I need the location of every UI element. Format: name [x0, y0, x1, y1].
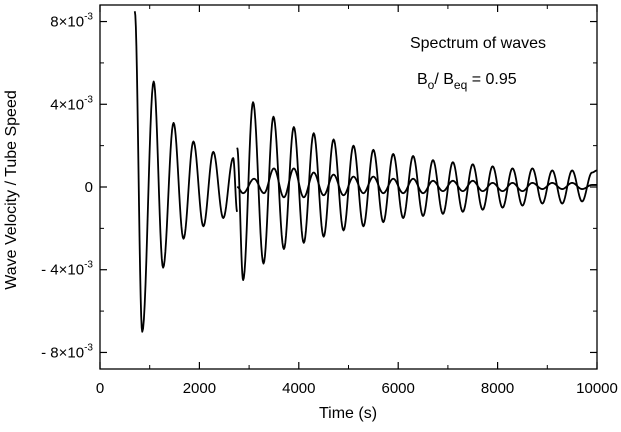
y-tick-label: - 8×10-3 [41, 342, 93, 361]
annotation-title: Spectrum of waves [410, 35, 546, 52]
annotation-ratio: Bo/ Beq = 0.95 [417, 71, 517, 92]
x-tick-label: 4000 [282, 380, 315, 397]
ratio-slash-b: / B [434, 71, 454, 88]
series-line-2 [236, 101, 598, 281]
x-tick-label: 6000 [382, 380, 415, 397]
ratio-b-main: B [417, 71, 428, 88]
y-tick-label: 0 [85, 179, 93, 196]
x-tick-label: 0 [96, 380, 104, 397]
ratio-value: = 0.95 [467, 71, 516, 88]
x-tick-label: 8000 [481, 380, 514, 397]
y-tick-label: - 4×10-3 [41, 260, 93, 279]
series-line-1 [133, 11, 239, 333]
x-tick-label: 2000 [183, 380, 216, 397]
ratio-beq-sub: eq [454, 78, 467, 92]
x-axis-ticks: 0 2000 4000 6000 8000 10000 [96, 5, 618, 397]
y-axis-ticks: 8×10-3 4×10-3 0 - 4×10-3 - 8×10-3 [41, 12, 597, 361]
x-axis-label: Time (s) [319, 405, 377, 422]
y-axis-label: Wave Velocity / Tube Speed [3, 90, 20, 290]
series-line-3 [236, 167, 598, 199]
ratio-b-sub: o [428, 78, 435, 92]
y-tick-label: 8×10-3 [50, 12, 93, 31]
y-tick-label: 4×10-3 [50, 94, 93, 113]
series-layer [133, 11, 598, 333]
x-tick-label: 10000 [576, 380, 618, 397]
